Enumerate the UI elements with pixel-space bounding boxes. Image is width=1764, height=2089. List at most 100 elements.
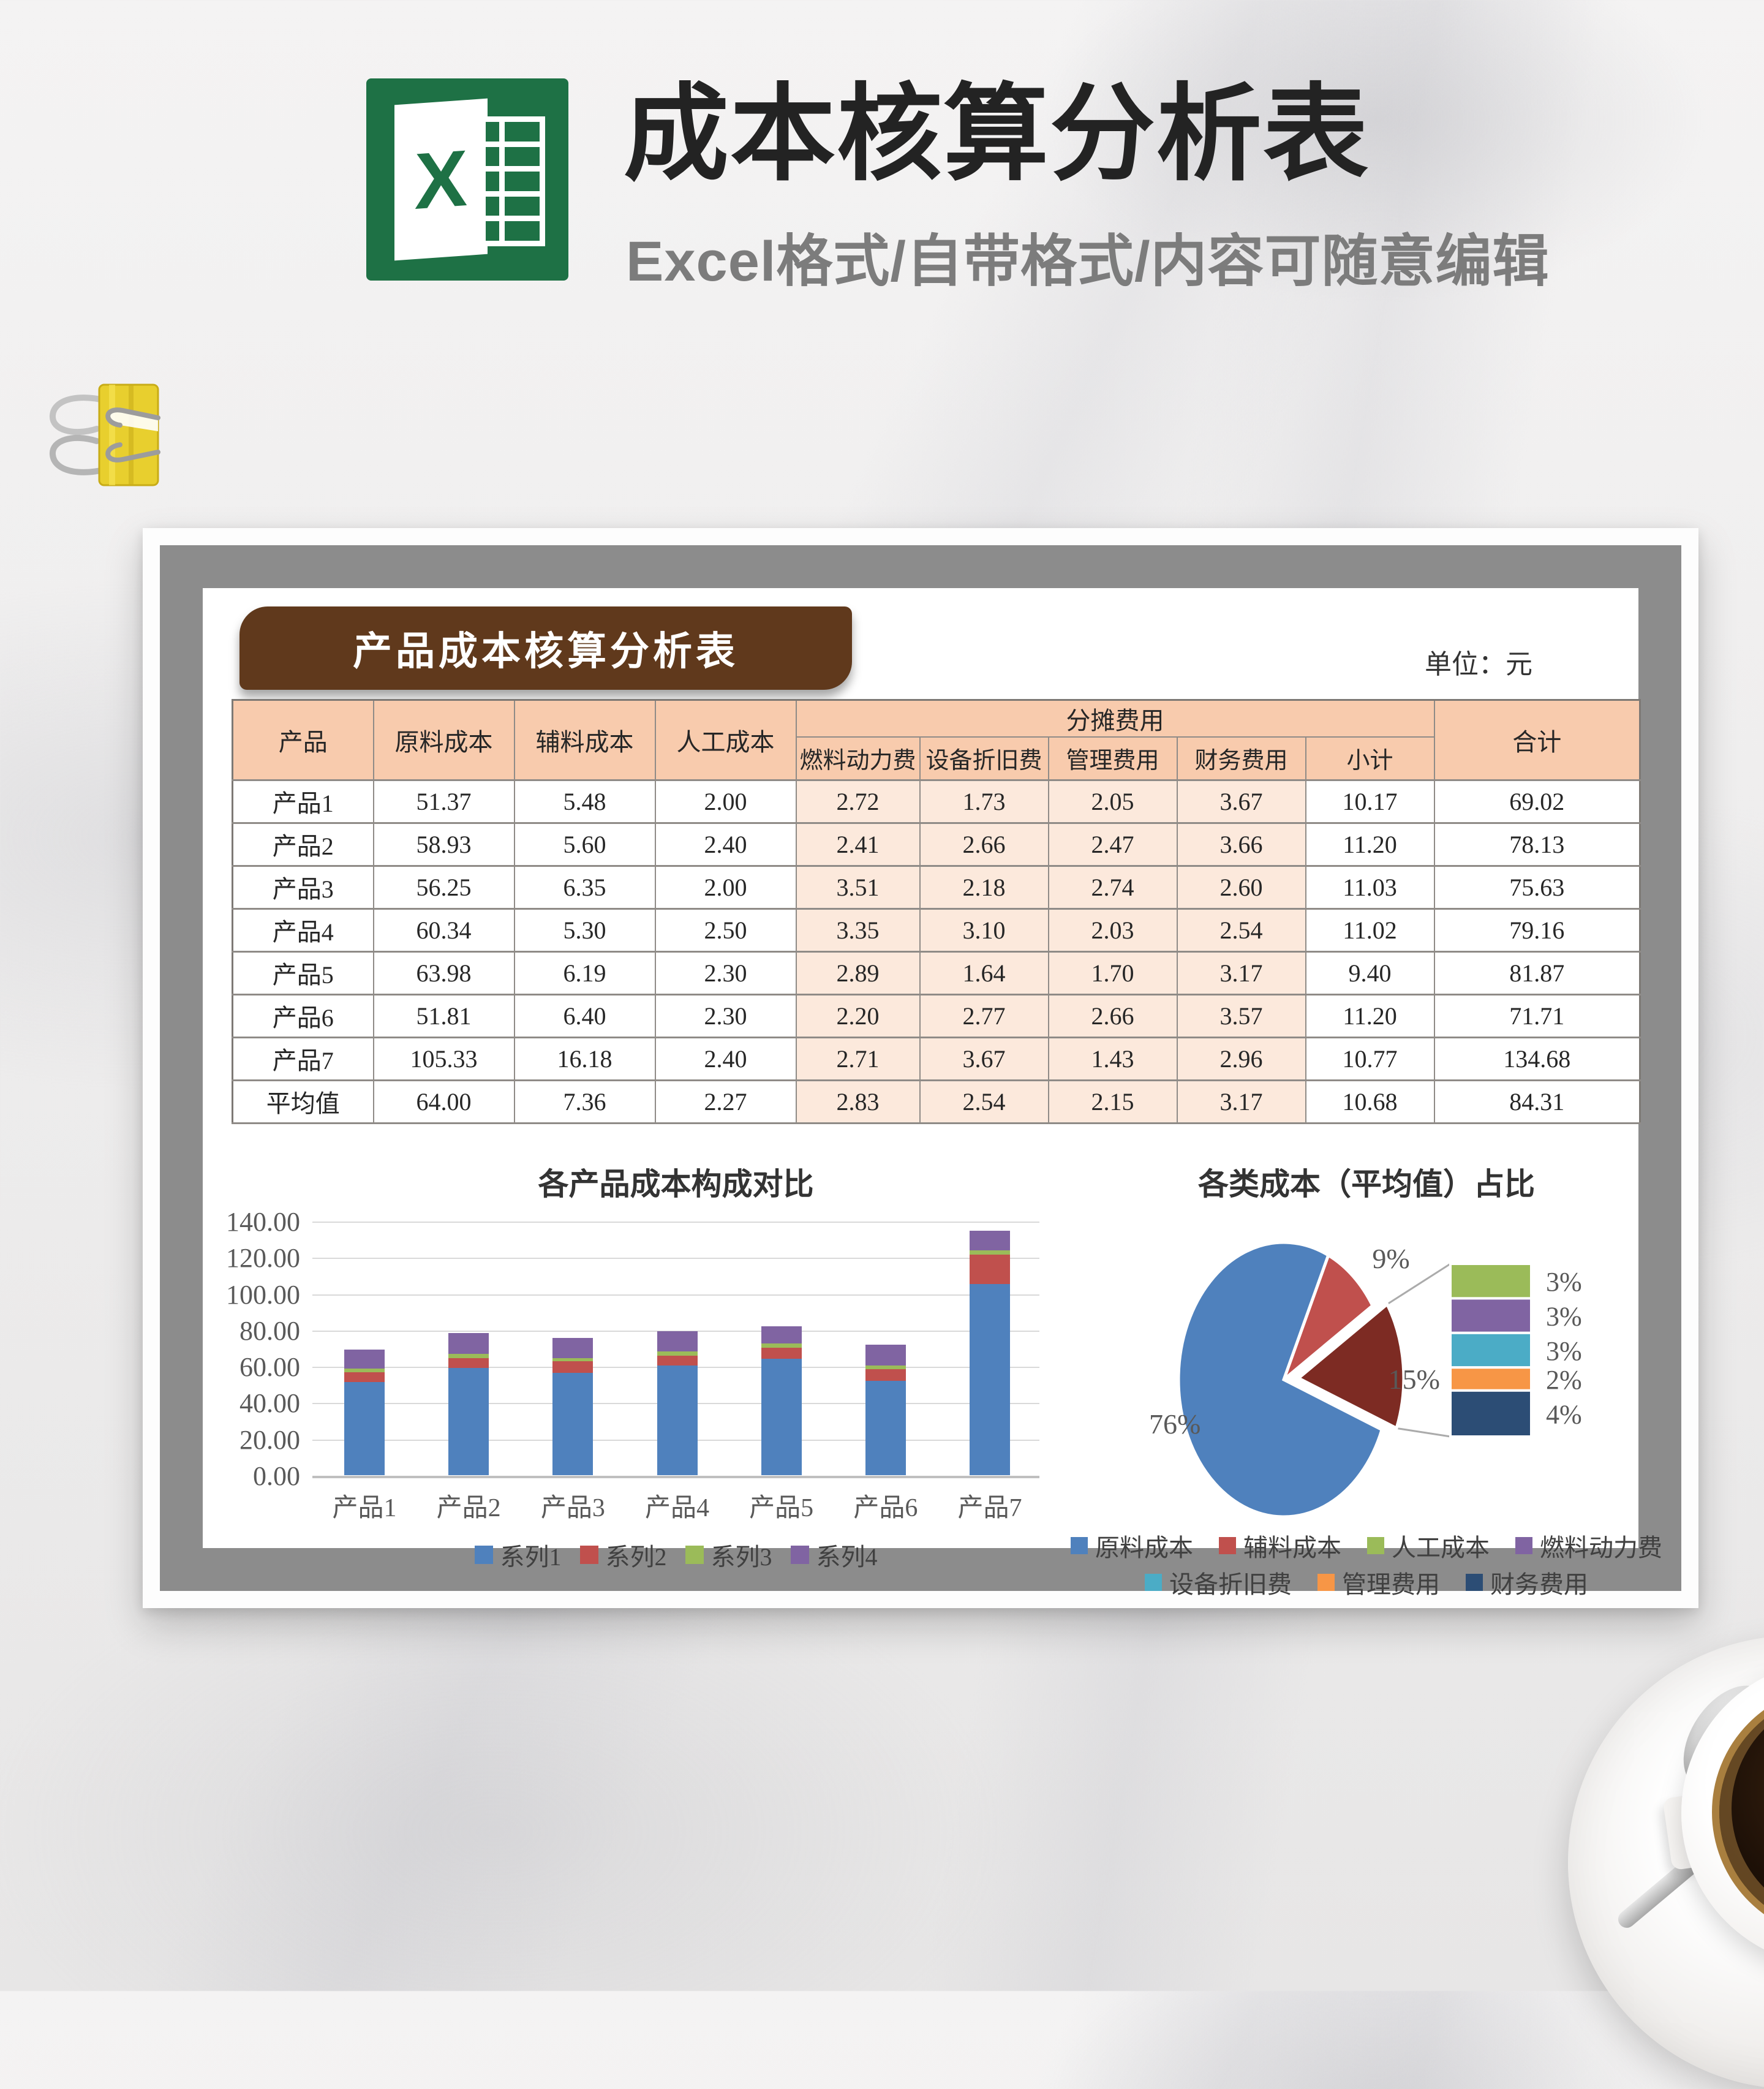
y-axis-tick: 100.00	[226, 1279, 300, 1310]
legend-swatch-icon	[1071, 1537, 1088, 1554]
table-cell: 3.17	[1176, 950, 1306, 995]
bar-segment	[970, 1230, 1011, 1250]
table-cell: 6.40	[513, 993, 656, 1038]
breakout-segment-value: 3%	[1546, 1336, 1582, 1366]
table-cell: 2.41	[795, 822, 921, 867]
excel-logo-icon: X	[366, 78, 568, 281]
legend-swatch-icon	[1317, 1574, 1335, 1591]
legend-item: 系列4	[790, 1537, 878, 1573]
legend-swatch-icon	[1466, 1574, 1483, 1591]
unit-label: 单位：元	[1425, 649, 1532, 679]
bar-segment	[344, 1368, 385, 1372]
x-axis-label: 产品4	[644, 1494, 709, 1522]
excel-logo-letter: X	[414, 132, 468, 227]
legend-swatch-icon	[1515, 1537, 1532, 1554]
table-cell: 3.35	[795, 907, 921, 953]
pie-chart-title: 各类成本（平均值）占比	[1198, 1167, 1535, 1201]
table-cell: 2.96	[1176, 1036, 1306, 1081]
bar-segment	[552, 1358, 594, 1362]
row-label: 平均值	[232, 1079, 374, 1124]
bar-chart-plot: 0.00 20.00 40.00 60.00 80.00 100.00 120.00 140.…	[226, 1207, 1039, 1522]
breakout-segment-人工成本	[1449, 1263, 1532, 1300]
gridline	[312, 1476, 1039, 1478]
table-cell: 10.68	[1305, 1079, 1435, 1124]
page-title: 成本核算分析表	[624, 75, 1370, 193]
breakout-segment-设备折旧费	[1449, 1331, 1532, 1369]
stacked-bar	[552, 1337, 594, 1475]
table-cell: 1.43	[1047, 1036, 1178, 1081]
y-axis-tick: 20.00	[239, 1424, 300, 1455]
table-cell: 56.25	[372, 864, 515, 910]
cost-table: 产品 原料成本 辅料成本 人工成本 分摊费用 合计 燃料动力费 设备折旧费 管理…	[232, 699, 1642, 1124]
row-label: 产品2	[232, 822, 374, 867]
pie-slice-value: 76%	[1149, 1408, 1200, 1440]
table-cell: 2.72	[795, 779, 921, 824]
legend-swatch-icon	[685, 1546, 704, 1564]
bar-segment	[448, 1368, 489, 1475]
group-header: 分摊费用	[795, 699, 1435, 738]
pie-slice-value: 15%	[1389, 1364, 1440, 1395]
col-header: 辅料成本	[513, 699, 656, 780]
table-cell: 10.17	[1305, 779, 1435, 824]
bar-segment	[552, 1337, 594, 1358]
table-cell: 3.67	[919, 1036, 1049, 1081]
legend-label: 人工成本	[1392, 1534, 1490, 1562]
table-cell: 11.20	[1305, 993, 1435, 1038]
bar-segment	[970, 1283, 1011, 1475]
table-cell: 2.54	[919, 1079, 1049, 1124]
legend-item: 辅料成本	[1219, 1528, 1341, 1563]
col-header: 原料成本	[372, 699, 515, 780]
gridline	[312, 1222, 1039, 1223]
bar-segment	[970, 1254, 1011, 1284]
pie-slice-其他	[1295, 1302, 1406, 1430]
table-cell: 2.71	[795, 1036, 921, 1081]
legend-label: 燃料动力费	[1540, 1534, 1662, 1562]
table-cell: 3.57	[1176, 993, 1306, 1038]
legend-label: 系列4	[816, 1543, 878, 1571]
table-cell: 3.10	[919, 907, 1049, 953]
table-cell: 2.83	[795, 1079, 921, 1124]
table-cell: 9.40	[1305, 950, 1435, 995]
pie-slice-value: 9%	[1372, 1243, 1409, 1274]
table-cell: 2.27	[654, 1079, 797, 1124]
table-cell: 3.66	[1176, 822, 1306, 867]
bar-segment	[344, 1350, 385, 1369]
table-cell: 2.00	[654, 864, 797, 910]
legend-item: 人工成本	[1367, 1528, 1490, 1563]
breakout-segment-管理费用	[1449, 1366, 1532, 1392]
table-cell: 5.48	[513, 779, 656, 824]
row-label: 产品1	[232, 779, 374, 824]
table-row: 产品1 51.37 5.48 2.00 2.72 1.73 2.05 3.67 10.17 69.…	[232, 779, 1641, 824]
gridline	[312, 1258, 1039, 1260]
table-cell: 11.03	[1305, 864, 1435, 910]
legend-item: 管理费用	[1317, 1565, 1440, 1600]
table-cell: 3.17	[1176, 1079, 1306, 1124]
x-axis-label: 产品2	[436, 1494, 501, 1522]
bar-segment	[761, 1359, 802, 1475]
table-cell: 2.05	[1047, 779, 1178, 824]
table-body: 产品1 51.37 5.48 2.00 2.72 1.73 2.05 3.67 10.17 69.…	[232, 779, 1641, 1124]
col-header: 小计	[1305, 736, 1435, 780]
stacked-bar	[657, 1331, 698, 1475]
bar-chart-title: 各产品成本构成对比	[538, 1167, 814, 1201]
breakout-segment-value: 3%	[1546, 1302, 1582, 1332]
bar-segment	[448, 1333, 489, 1354]
stacked-bar	[970, 1230, 1011, 1475]
table-cell: 2.30	[654, 993, 797, 1038]
table-cell: 3.51	[795, 864, 921, 910]
table-cell: 2.00	[654, 779, 797, 824]
col-header: 设备折旧费	[919, 736, 1049, 780]
x-axis-label: 产品3	[540, 1494, 605, 1522]
table-cell: 58.93	[372, 822, 515, 867]
legend-label: 系列3	[710, 1543, 772, 1571]
connector-line	[1386, 1263, 1451, 1305]
table-cell: 1.70	[1047, 950, 1178, 995]
table-row: 平均值 64.00 7.36 2.27 2.83 2.54 2.15 3.17 10.68 84.…	[232, 1079, 1641, 1124]
bar-segment	[344, 1372, 385, 1382]
sheet-card-content: 产品成本核算分析表 单位：元 产品 原料成本 辅料成本	[203, 588, 1662, 1598]
legend-label: 系列1	[500, 1543, 562, 1571]
pie-chart-svg: 9%15%76%3%3%3%2%4%	[1149, 1241, 1582, 1519]
table-cell: 51.81	[372, 993, 515, 1038]
col-header: 财务费用	[1176, 736, 1306, 780]
